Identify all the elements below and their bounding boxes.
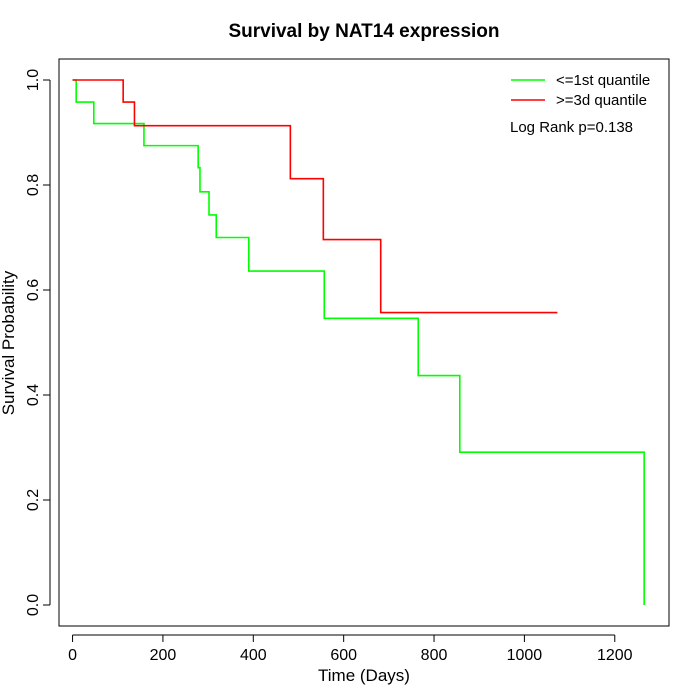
y-axis-title: Survival Probability [0, 270, 18, 415]
series-line-2 [72, 79, 558, 314]
x-axis-title: Time (Days) [318, 666, 410, 685]
y-tick-label: 0.6 [25, 279, 42, 301]
y-tick-label: 1.0 [25, 69, 42, 91]
legend: <=1st quantile >=3d quantile [511, 72, 650, 109]
chart-title: Survival by NAT14 expression [228, 21, 499, 42]
x-axis: 0 200 400 600 800 1000 1200 [68, 634, 633, 664]
y-tick-label: 0.2 [25, 489, 42, 511]
legend-label-2: >=3d quantile [556, 92, 647, 109]
series-line-1 [72, 79, 645, 605]
x-tick-label: 1200 [597, 647, 633, 664]
y-tick-label: 0.4 [25, 384, 42, 406]
y-axis: 0.0 0.2 0.4 0.6 0.8 1.0 [25, 69, 51, 616]
series-layer [72, 79, 645, 605]
x-tick-label: 600 [330, 647, 357, 664]
x-tick-label: 800 [421, 647, 448, 664]
x-tick-label: 200 [150, 647, 177, 664]
x-tick-label: 1000 [507, 647, 543, 664]
log-rank-annotation: Log Rank p=0.138 [510, 119, 633, 136]
y-tick-label: 0.8 [25, 174, 42, 196]
legend-label-1: <=1st quantile [556, 72, 650, 89]
plot-area-border [58, 58, 670, 627]
x-tick-label: 400 [240, 647, 267, 664]
x-tick-label: 0 [68, 647, 77, 664]
y-tick-label: 0.0 [25, 594, 42, 616]
